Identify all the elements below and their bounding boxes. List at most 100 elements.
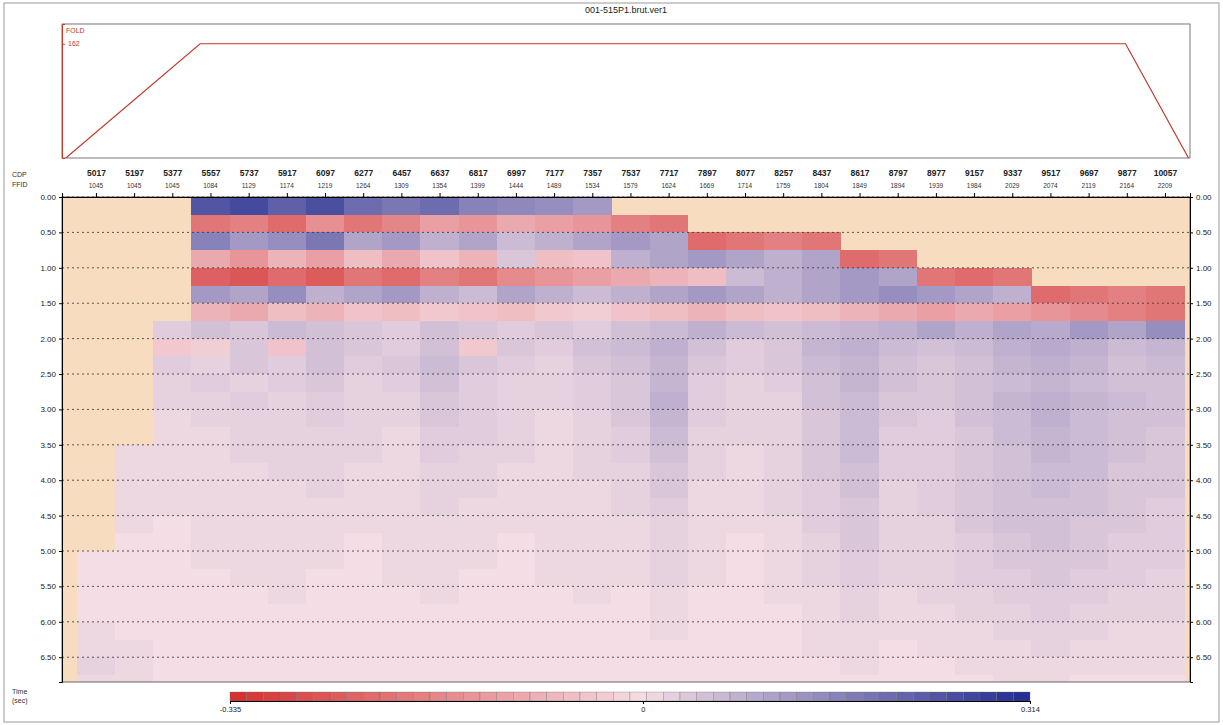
- x-tick: 9517: [1041, 168, 1060, 197]
- cell: [879, 445, 918, 463]
- cell: [879, 427, 918, 445]
- cell: [191, 303, 230, 321]
- ffid-label: 1045: [89, 182, 104, 189]
- cell: [1031, 586, 1070, 604]
- cell: [764, 480, 803, 498]
- cell: [191, 516, 230, 534]
- colorbar-swatch: [847, 692, 864, 701]
- cell: [535, 640, 574, 658]
- cell: [955, 286, 994, 304]
- cell: [306, 657, 345, 675]
- cell: [879, 268, 918, 286]
- cell: [535, 498, 574, 516]
- cell: [726, 374, 765, 392]
- cell: [344, 463, 383, 481]
- cell: [459, 516, 498, 534]
- cell: [382, 463, 421, 481]
- y-axis-left-tick-mark: [59, 551, 62, 552]
- cell: [306, 392, 345, 410]
- cell: [650, 498, 689, 516]
- cell: [344, 374, 383, 392]
- cell: [726, 675, 765, 682]
- grid-line: [62, 444, 1190, 445]
- cell: [993, 569, 1032, 587]
- cell: [1108, 427, 1147, 445]
- colorbar-swatch: [980, 692, 997, 701]
- cell: [650, 516, 689, 534]
- cell: [688, 604, 727, 622]
- cell: [764, 657, 803, 675]
- cell: [611, 463, 650, 481]
- cell: [382, 303, 421, 321]
- cell: [344, 215, 383, 233]
- cell: [382, 374, 421, 392]
- cell: [230, 586, 269, 604]
- ffid-label: 1489: [547, 182, 562, 189]
- colorbar-swatch: [547, 692, 564, 701]
- colorbar-swatch: [747, 692, 764, 701]
- cell: [650, 427, 689, 445]
- cell: [764, 463, 803, 481]
- x-tick-mark: [172, 193, 173, 197]
- cell: [1031, 445, 1070, 463]
- cell: [993, 409, 1032, 427]
- cell: [840, 268, 879, 286]
- cell: [344, 640, 383, 658]
- cell: [535, 356, 574, 374]
- cell: [459, 551, 498, 569]
- cell: [459, 657, 498, 675]
- y-axis-left-tick: 2.50: [40, 370, 62, 379]
- y-axis-right-tick: 1.50: [1190, 299, 1212, 308]
- cell: [497, 286, 536, 304]
- cell: [497, 215, 536, 233]
- cell: [650, 480, 689, 498]
- cell: [1146, 498, 1185, 516]
- cell: [726, 551, 765, 569]
- cell: [420, 604, 459, 622]
- cell: [115, 463, 154, 481]
- colorbar-axis-line: [231, 702, 1031, 705]
- cell: [993, 286, 1032, 304]
- cell: [344, 356, 383, 374]
- cell: [153, 427, 192, 445]
- y-axis-right-tick-label: 1.50: [1196, 299, 1212, 308]
- cell: [306, 551, 345, 569]
- x-tick-label: 5197: [125, 168, 144, 178]
- cell: [917, 268, 956, 286]
- cell: [497, 622, 536, 640]
- cell: [993, 604, 1032, 622]
- cell: [650, 250, 689, 268]
- cell: [535, 604, 574, 622]
- colorbar-swatch: [480, 692, 497, 701]
- cell: [77, 551, 116, 569]
- x-tick-label: 8797: [889, 168, 908, 178]
- colorbar-swatch: [613, 692, 630, 701]
- cell: [955, 409, 994, 427]
- cell: [611, 303, 650, 321]
- x-tick: 5197: [125, 168, 144, 197]
- cell: [382, 586, 421, 604]
- x-tick-mark: [96, 193, 97, 197]
- cell: [497, 586, 536, 604]
- cell: [420, 640, 459, 658]
- cell: [459, 268, 498, 286]
- cell: [1108, 480, 1147, 498]
- cell: [153, 463, 192, 481]
- cell: [420, 356, 459, 374]
- cell: [230, 640, 269, 658]
- cell: [459, 604, 498, 622]
- x-tick: 9337: [1003, 168, 1022, 197]
- cell: [688, 657, 727, 675]
- cell: [497, 516, 536, 534]
- y-axis-left-tick-mark: [59, 303, 62, 304]
- cell: [1070, 586, 1109, 604]
- cell: [306, 250, 345, 268]
- cell: [879, 586, 918, 604]
- ffid-label: 1045: [127, 182, 142, 189]
- x-axis-line: [63, 193, 1191, 198]
- cell: [764, 303, 803, 321]
- cell: [1146, 604, 1185, 622]
- cell: [497, 427, 536, 445]
- colorbar-swatch: [663, 692, 680, 701]
- colorbar-swatch: [813, 692, 830, 701]
